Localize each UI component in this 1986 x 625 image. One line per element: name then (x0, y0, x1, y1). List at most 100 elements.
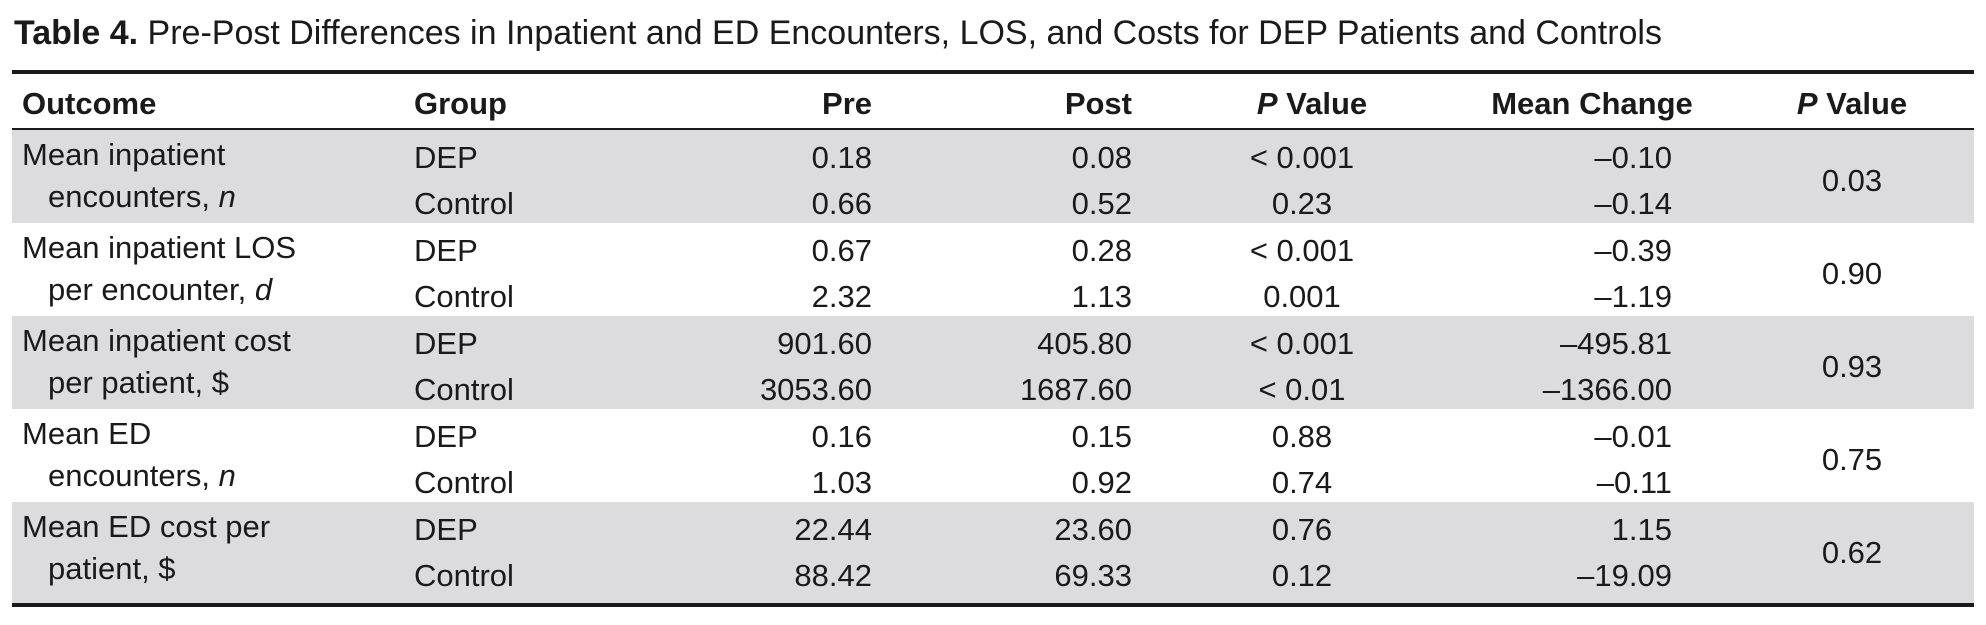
post-dep: 0.15 (1071, 419, 1132, 454)
header-p-value-italic: P (1256, 86, 1278, 121)
outcome-line2: encounters, n (22, 455, 236, 497)
table-caption-label: Table 4. (14, 14, 139, 52)
p-between: 0.03 (1821, 163, 1883, 198)
p-control: 0.001 (1263, 279, 1341, 314)
table-bottom-rule (12, 603, 1974, 607)
change-dep: –495.81 (1559, 326, 1672, 361)
table-top-rule (12, 70, 1974, 74)
outcome-cell: Mean ED cost per patient, $ (22, 506, 270, 590)
pre-dep: 0.67 (811, 233, 872, 268)
p-control: 0.74 (1271, 465, 1333, 500)
post-control: 1687.60 (1019, 372, 1132, 407)
table-header: Outcome Group Pre Post P Value Mean Chan… (12, 74, 1974, 130)
p-between: 0.62 (1821, 535, 1883, 570)
change-dep: –0.39 (1594, 233, 1672, 268)
change-control: –0.11 (1596, 465, 1672, 500)
outcome-line2: per encounter, d (22, 269, 296, 311)
post-dep: 0.08 (1071, 140, 1132, 175)
p-control: 0.23 (1271, 186, 1333, 221)
change-control: –1.19 (1594, 279, 1672, 314)
outcome-unit: d (254, 272, 273, 307)
header-pre: Pre (822, 86, 872, 121)
pre-dep: 0.18 (811, 140, 872, 175)
post-control: 69.33 (1054, 558, 1132, 593)
header-p-value: P Value (1222, 86, 1402, 122)
change-control: –0.14 (1594, 186, 1672, 221)
change-dep: 1.15 (1611, 512, 1672, 547)
table-row-block: Mean inpatient encounters, n DEP Control… (12, 130, 1974, 223)
change-control: –19.09 (1577, 558, 1672, 593)
group-control: Control (414, 465, 514, 500)
header-p-value-rest: Value (1277, 86, 1368, 121)
table-row-block: Mean ED encounters, n DEP Control 0.16 1… (12, 409, 1974, 502)
outcome-cell: Mean inpatient LOS per encounter, d (22, 227, 296, 311)
table-body: Mean inpatient encounters, n DEP Control… (12, 130, 1974, 603)
pre-control: 3053.60 (759, 372, 872, 407)
p-dep: < 0.001 (1249, 326, 1355, 361)
pre-control: 2.32 (811, 279, 872, 314)
outcome-line2: encounters, n (22, 176, 236, 218)
group-dep: DEP (414, 233, 478, 268)
pre-control: 0.66 (811, 186, 872, 221)
outcome-cell: Mean inpatient encounters, n (22, 134, 236, 218)
group-dep: DEP (414, 326, 478, 361)
pre-dep: 22.44 (794, 512, 872, 547)
outcome-line1: Mean ED (22, 416, 152, 451)
group-control: Control (414, 279, 514, 314)
outcome-line2-text: encounters, (48, 458, 219, 493)
outcome-line2: patient, $ (22, 548, 270, 590)
post-dep: 23.60 (1054, 512, 1132, 547)
outcome-line1: Mean ED cost per (22, 509, 271, 544)
p-between: 0.75 (1821, 442, 1883, 477)
pre-dep: 901.60 (777, 326, 872, 361)
p-dep: < 0.001 (1249, 233, 1355, 268)
header-outcome: Outcome (22, 86, 157, 121)
outcome-unit: n (218, 458, 236, 493)
group-dep: DEP (414, 140, 478, 175)
group-control: Control (414, 186, 514, 221)
p-control: < 0.01 (1258, 372, 1346, 407)
outcome-line2-text: patient, $ (48, 551, 176, 586)
table-row-block: Mean ED cost per patient, $ DEP Control … (12, 502, 1974, 603)
table-caption-text: Pre-Post Differences in Inpatient and ED… (147, 14, 1662, 52)
outcome-cell: Mean inpatient cost per patient, $ (22, 320, 291, 404)
p-between: 0.93 (1821, 349, 1883, 384)
outcome-line1: Mean inpatient LOS (22, 230, 297, 265)
header-p-value2-rest: Value (1817, 86, 1908, 121)
group-control: Control (414, 558, 514, 593)
pre-dep: 0.16 (811, 419, 872, 454)
p-dep: 0.76 (1271, 512, 1333, 547)
table-row-block: Mean inpatient LOS per encounter, d DEP … (12, 223, 1974, 316)
outcome-unit: n (218, 179, 236, 214)
table-caption: Table 4. Pre-Post Differences in Inpatie… (14, 10, 1662, 56)
change-control: –1366.00 (1542, 372, 1672, 407)
outcome-cell: Mean ED encounters, n (22, 413, 236, 497)
post-control: 0.92 (1071, 465, 1132, 500)
header-p-value-between: P Value (1752, 86, 1952, 122)
table-row-block: Mean inpatient cost per patient, $ DEP C… (12, 316, 1974, 409)
change-dep: –0.01 (1594, 419, 1672, 454)
post-dep: 405.80 (1037, 326, 1132, 361)
header-mean-change: Mean Change (1491, 86, 1693, 121)
pre-control: 88.42 (794, 558, 872, 593)
p-dep: < 0.001 (1249, 140, 1355, 175)
post-control: 1.13 (1071, 279, 1132, 314)
outcome-line2-text: encounters, (48, 179, 219, 214)
header-group: Group (414, 86, 507, 121)
pre-control: 1.03 (811, 465, 872, 500)
header-post: Post (1064, 86, 1132, 121)
outcome-line2-text: per encounter, (48, 272, 255, 307)
outcome-line2-text: per patient, $ (48, 365, 229, 400)
group-dep: DEP (414, 512, 478, 547)
header-p-value2-italic: P (1796, 86, 1818, 121)
outcome-line1: Mean inpatient (22, 137, 226, 172)
change-dep: –0.10 (1594, 140, 1672, 175)
post-dep: 0.28 (1071, 233, 1132, 268)
p-between: 0.90 (1821, 256, 1883, 291)
group-control: Control (414, 372, 514, 407)
p-control: 0.12 (1271, 558, 1333, 593)
outcome-line2: per patient, $ (22, 362, 291, 404)
group-dep: DEP (414, 419, 478, 454)
p-dep: 0.88 (1271, 419, 1333, 454)
post-control: 0.52 (1071, 186, 1132, 221)
